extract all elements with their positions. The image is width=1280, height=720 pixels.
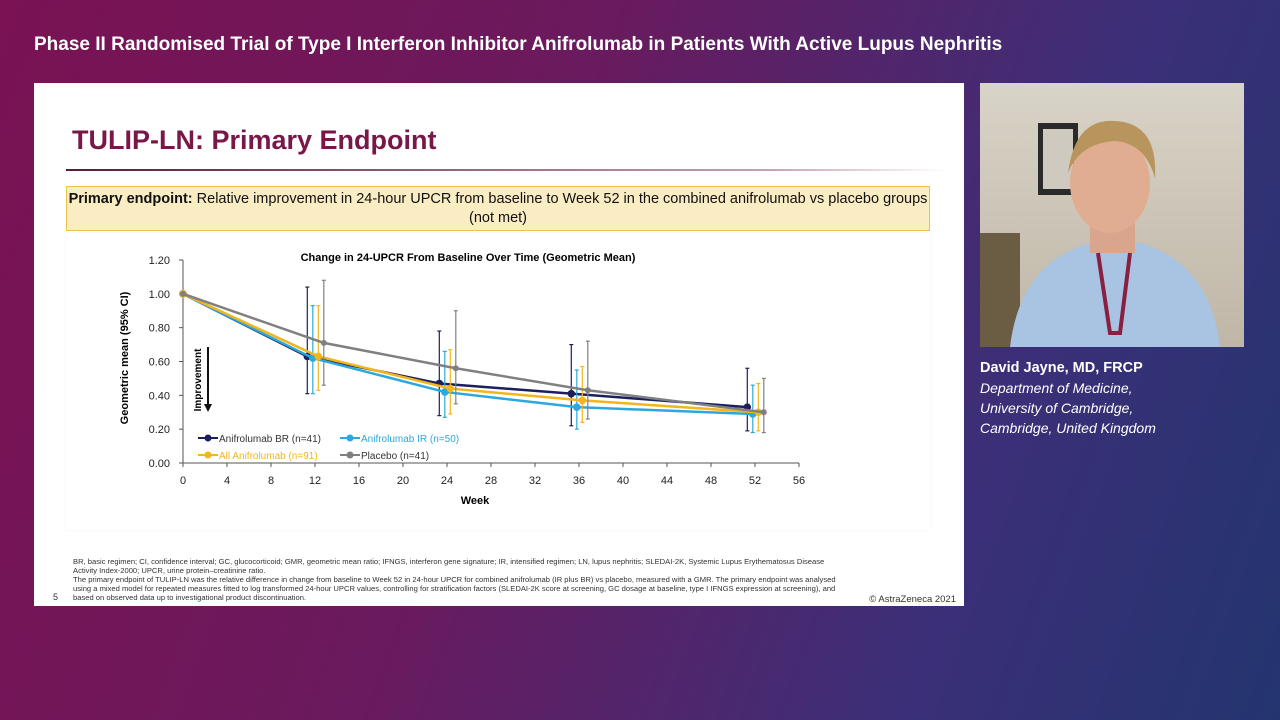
presentation-title: Phase II Randomised Trial of Type I Inte…: [34, 34, 1003, 55]
footnote: BR, basic regimen; CI, confidence interv…: [73, 557, 843, 602]
endpoint-label: Primary endpoint:: [68, 191, 193, 207]
copyright: © AstraZeneca 2021: [869, 594, 956, 605]
speaker-info: David Jayne, MD, FRCP Department of Medi…: [980, 358, 1156, 438]
speaker-name: David Jayne, MD, FRCP: [980, 360, 1143, 376]
footnote-abbreviations: BR, basic regimen; CI, confidence interv…: [73, 557, 825, 575]
page-number: 5: [53, 592, 59, 602]
primary-endpoint-box: Primary endpoint: Relative improvement i…: [66, 186, 930, 231]
title-divider: [66, 169, 946, 171]
speaker-affiliation-1: Department of Medicine,: [980, 380, 1133, 396]
speaker-portrait-image: [980, 120, 1220, 347]
speaker-video: [980, 83, 1244, 347]
chart-panel: [66, 233, 930, 530]
speaker-affiliation-3: Cambridge, United Kingdom: [980, 420, 1156, 436]
endpoint-text: Relative improvement in 24-hour UPCR fro…: [192, 191, 928, 226]
footnote-methods: The primary endpoint of TULIP-LN was the…: [73, 575, 836, 602]
slide-title: TULIP-LN: Primary Endpoint: [72, 125, 437, 155]
slide: TULIP-LN: Primary Endpoint Primary endpo…: [34, 83, 964, 606]
speaker-affiliation-2: University of Cambridge,: [980, 400, 1134, 416]
